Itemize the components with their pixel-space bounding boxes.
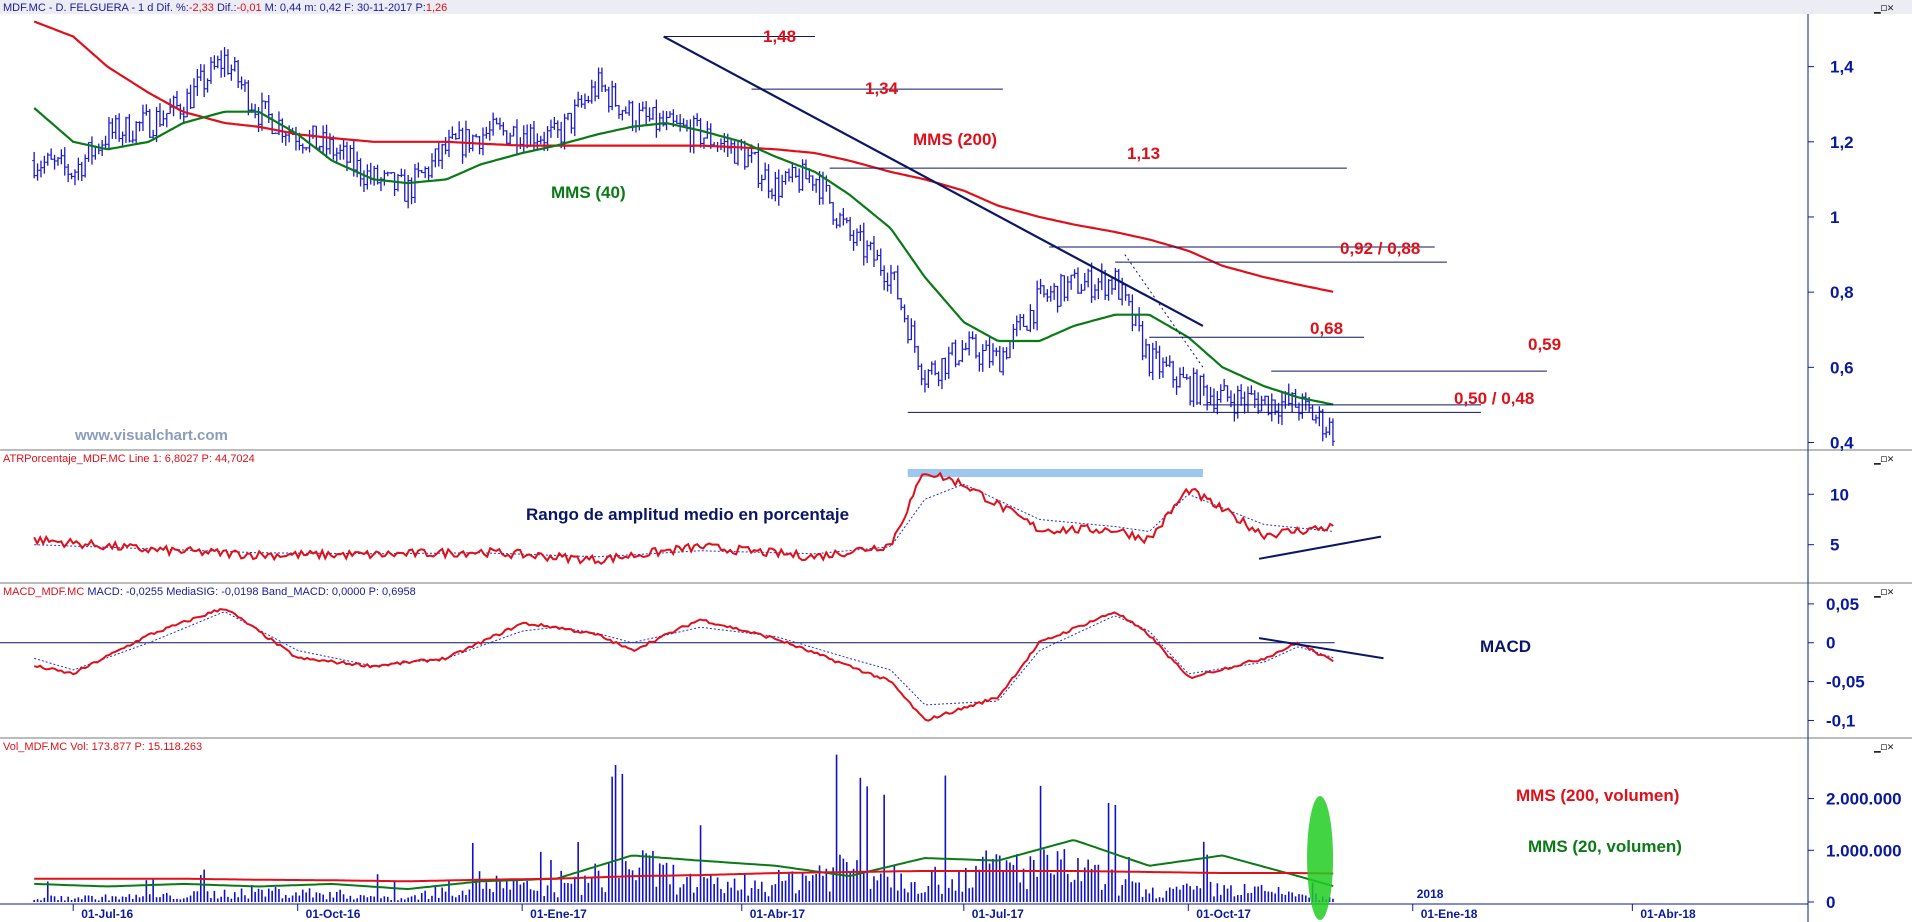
header-segment: Vol_MDF.MC	[3, 741, 67, 753]
level-label-059: 0,59	[1528, 335, 1561, 354]
header-segment: M: 0,44 m: 0,42 F: 30-11-2017 P:	[262, 2, 426, 14]
price-tick-label: 1	[1830, 208, 1839, 227]
date-tick-label: 01-Oct-16	[306, 907, 361, 921]
level-label-092: 0,92 / 0,88	[1340, 239, 1420, 258]
volume-mms200-line	[34, 870, 1334, 883]
mms40-label: MMS (40)	[551, 183, 626, 202]
mms200-label: MMS (200)	[913, 130, 997, 149]
date-tick-label: 01-Jul-16	[81, 907, 133, 921]
mms40-line	[33, 107, 1334, 406]
price-tick-label: 1,2	[1830, 133, 1854, 152]
atr-tick-label: 5	[1830, 536, 1839, 555]
header-segment: -0,01	[237, 2, 262, 14]
price-tick-label: 0,6	[1830, 358, 1854, 377]
level-label-068: 0,68	[1310, 319, 1343, 338]
macd-window-buttons[interactable]: ▁◻✕	[1873, 585, 1894, 598]
price-tick-label: 1,4	[1830, 58, 1854, 77]
macd-tick-label: 0,05	[1826, 595, 1859, 614]
date-tick-label: 01-Abr-18	[1640, 907, 1696, 921]
atr-title: Rango de amplitud medio en porcentaje	[526, 505, 849, 524]
price-header-bar	[0, 0, 1912, 14]
header-segment: MACD_MDF.MC	[3, 586, 84, 598]
year-label: 2018	[1417, 887, 1444, 901]
volume-tick-label: 0	[1826, 893, 1835, 912]
volume-mms20-line	[34, 839, 1334, 891]
volume-window-buttons[interactable]: ▁◻✕	[1873, 740, 1894, 753]
macd-tick-label: 0	[1826, 634, 1835, 653]
header-segment: 1,26	[426, 2, 447, 14]
level-label-113: 1,13	[1127, 144, 1160, 163]
watermark: www.visualchart.com	[74, 427, 228, 444]
volume-mms20-label: MMS (20, volumen)	[1528, 837, 1682, 856]
level-label-134: 1,34	[865, 79, 899, 98]
header-segment: Dif.:	[214, 2, 237, 14]
volume-plot	[33, 754, 1334, 921]
header-segment: MACD: -0,0255 MediaSIG: -0,0198 Band_MAC…	[84, 586, 415, 598]
header-segment: MDF.MC - D. FELGUERA - 1 d Dif. %:	[3, 2, 189, 14]
header-segment: Vol: 173.877 P: 15.118.263	[67, 741, 202, 753]
level-label-050: 0,50 / 0,48	[1454, 389, 1534, 408]
macd-title: MACD	[1480, 637, 1531, 656]
atr-support-line	[1258, 535, 1382, 560]
price-panel	[0, 14, 1808, 450]
macd-plot	[0, 608, 1384, 722]
volume-header: Vol_MDF.MC Vol: 173.877 P: 15.118.263	[3, 741, 202, 753]
date-tick-label: 01-Ene-17	[530, 907, 587, 921]
volume-mms200-label: MMS (200, volumen)	[1516, 786, 1679, 805]
volume-tick-label: 2.000.000	[1826, 790, 1902, 809]
atr-plot	[33, 469, 1382, 566]
price-header: MDF.MC - D. FELGUERA - 1 d Dif. %:-2,33 …	[3, 2, 447, 14]
date-tick-label: 01-Oct-17	[1196, 907, 1251, 921]
atr-window-buttons[interactable]: ▁◻✕	[1873, 452, 1894, 465]
macd-trend-line	[1258, 637, 1384, 660]
mms200-line	[33, 20, 1334, 293]
axes: 1,4 1,2 1 0,8 0,6 0,4 10 5 0,05 0 -0,05 -0,1 2.000.0…	[72, 58, 1902, 921]
macd-tick-label: -0,05	[1826, 673, 1865, 692]
level-label-148: 1,48	[763, 27, 796, 46]
atr-line	[33, 471, 1334, 566]
macd-tick-label: -0,1	[1826, 711, 1855, 730]
downtrend-line	[663, 35, 1204, 327]
date-tick-label: 01-Abr-17	[750, 907, 806, 921]
volume-highlight-ellipse	[1307, 796, 1334, 921]
price-tick-label: 0,8	[1830, 283, 1854, 302]
macd-header: MACD_MDF.MC MACD: -0,0255 MediaSIG: -0,0…	[3, 586, 416, 598]
price-window-buttons[interactable]: ▁◻✕	[1873, 1, 1894, 14]
atr-header: ATRPorcentaje_MDF.MC Line 1: 6,8027 P: 4…	[3, 453, 255, 465]
price-plot	[32, 20, 1547, 446]
macd-line	[33, 608, 1334, 722]
date-tick-label: 01-Ene-18	[1421, 907, 1478, 921]
price-tick-label: 0,4	[1830, 433, 1854, 452]
volume-tick-label: 1.000.000	[1826, 841, 1902, 860]
header-segment: -2,33	[189, 2, 214, 14]
date-tick-label: 01-Jul-17	[972, 907, 1024, 921]
atr-highlight-band	[907, 469, 1203, 477]
header-segment: ATRPorcentaje_MDF.MC Line 1: 6,8027 P: 4…	[3, 453, 255, 465]
atr-tick-label: 10	[1830, 485, 1849, 504]
